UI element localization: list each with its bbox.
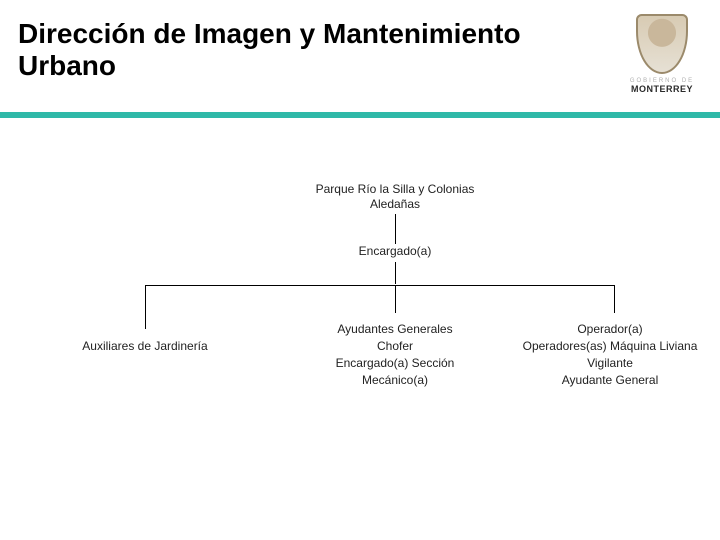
org-leaf-item: Mecánico(a) (305, 373, 485, 388)
org-leaf-item: Auxiliares de Jardinería (60, 339, 230, 354)
org-node-root: Parque Río la Silla y Colonias Aledañas (305, 182, 485, 212)
connector-line (395, 285, 396, 313)
org-node-leaf-right: Operador(a) Operadores(as) Máquina Livia… (520, 320, 700, 390)
org-node-mid: Encargado(a) (330, 244, 460, 259)
connector-line (145, 285, 146, 329)
org-leaf-item: Chofer (305, 339, 485, 354)
connector-line (614, 285, 615, 313)
org-leaf-item: Vigilante (520, 356, 700, 371)
org-leaf-item: Operador(a) (520, 322, 700, 337)
org-node-leaf-center: Ayudantes Generales Chofer Encargado(a) … (305, 320, 485, 390)
connector-line (395, 214, 396, 244)
page: Dirección de Imagen y Mantenimiento Urba… (0, 0, 720, 540)
org-leaf-item: Ayudante General (520, 373, 700, 388)
connector-line (145, 285, 615, 286)
org-leaf-item: Operadores(as) Máquina Liviana (520, 339, 700, 354)
org-node-leaf-left: Auxiliares de Jardinería (60, 337, 230, 356)
org-leaf-item: Ayudantes Generales (305, 322, 485, 337)
connector-line (395, 262, 396, 284)
org-leaf-item: Encargado(a) Sección (305, 356, 485, 371)
org-chart: Parque Río la Silla y Colonias Aledañas … (0, 0, 720, 540)
